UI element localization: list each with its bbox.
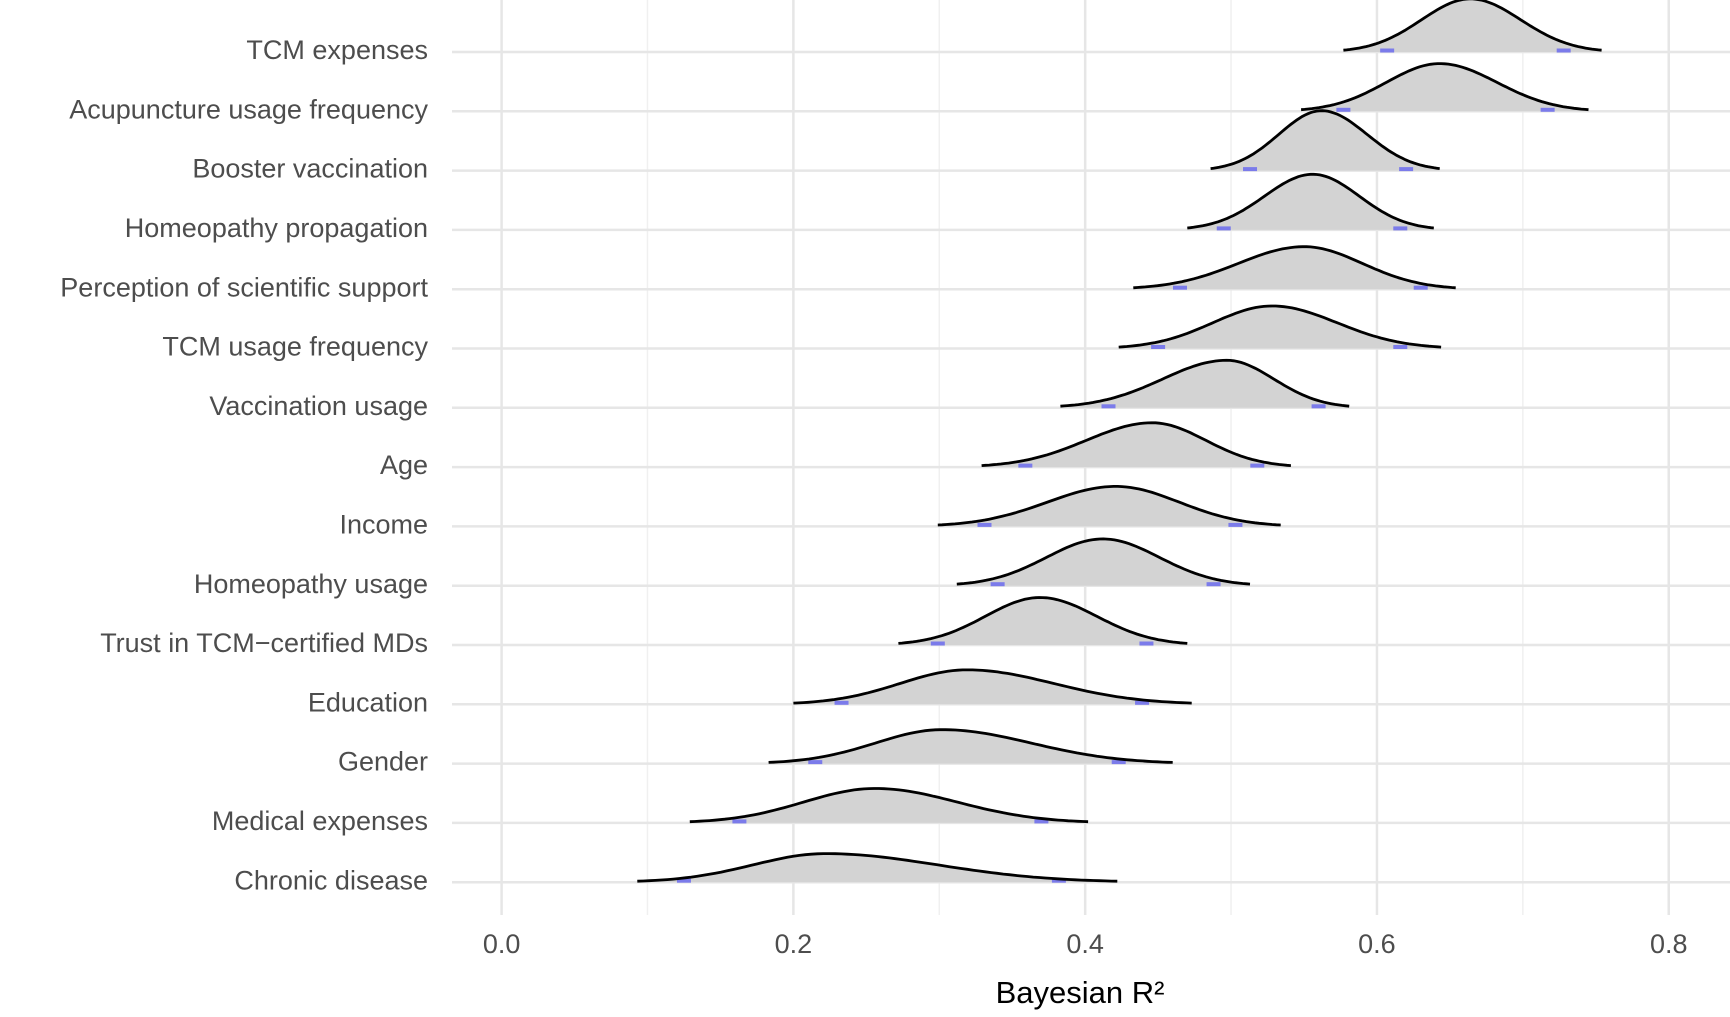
y-tick-label: Medical expenses — [212, 806, 428, 836]
y-tick-label: Booster vaccination — [192, 154, 428, 184]
density-area — [1210, 110, 1440, 171]
x-tick-label: 0.0 — [483, 929, 521, 959]
density-line — [981, 421, 1292, 467]
density-line — [1210, 109, 1440, 170]
y-tick-label: Gender — [338, 747, 428, 777]
density-line — [1187, 172, 1434, 230]
x-axis-title: Bayesian R² — [996, 975, 1165, 1010]
y-tick-label: Age — [380, 450, 428, 480]
y-tick-label: Perception of scientific support — [60, 272, 428, 302]
density-line — [689, 787, 1089, 824]
density-area — [1343, 0, 1602, 52]
x-tick-label: 0.8 — [1650, 929, 1688, 959]
y-tick-label: Vaccination usage — [209, 391, 428, 421]
density-line — [768, 728, 1173, 764]
x-tick-label: 0.4 — [1066, 929, 1104, 959]
density-area — [956, 538, 1251, 586]
density-area — [637, 853, 1118, 883]
density-area — [1301, 63, 1589, 112]
x-tick-label: 0.6 — [1358, 929, 1396, 959]
y-tick-label: Education — [308, 687, 428, 717]
density-line — [1060, 358, 1350, 408]
y-tick-label: Trust in TCM−certified MDs — [100, 628, 428, 658]
x-tick-label: 0.2 — [775, 929, 813, 959]
density-area — [1187, 174, 1434, 230]
density-area — [1060, 360, 1350, 408]
y-tick-label: TCM expenses — [246, 35, 428, 65]
density-line — [937, 485, 1281, 527]
density-area — [981, 422, 1291, 468]
y-tick-label: TCM usage frequency — [162, 332, 428, 362]
density-line — [1300, 62, 1589, 112]
density-area — [793, 669, 1192, 705]
density-area — [1118, 306, 1442, 349]
y-tick-label: Income — [339, 510, 428, 540]
density-area — [937, 486, 1281, 527]
density-line — [1118, 304, 1442, 349]
y-tick-label: Homeopathy propagation — [125, 213, 428, 243]
y-tick-label: Chronic disease — [234, 865, 428, 895]
density-area — [689, 788, 1089, 823]
density-line — [956, 537, 1251, 586]
density-area — [898, 597, 1188, 645]
density-line — [1133, 245, 1456, 290]
density-area — [768, 729, 1173, 764]
density-line — [898, 596, 1188, 645]
y-tick-label: Acupuncture usage frequency — [69, 94, 428, 124]
y-tick-label: Homeopathy usage — [194, 569, 428, 599]
density-line — [637, 852, 1118, 883]
density-line — [1343, 0, 1602, 52]
density-area — [1133, 246, 1456, 290]
density-line — [793, 668, 1192, 705]
